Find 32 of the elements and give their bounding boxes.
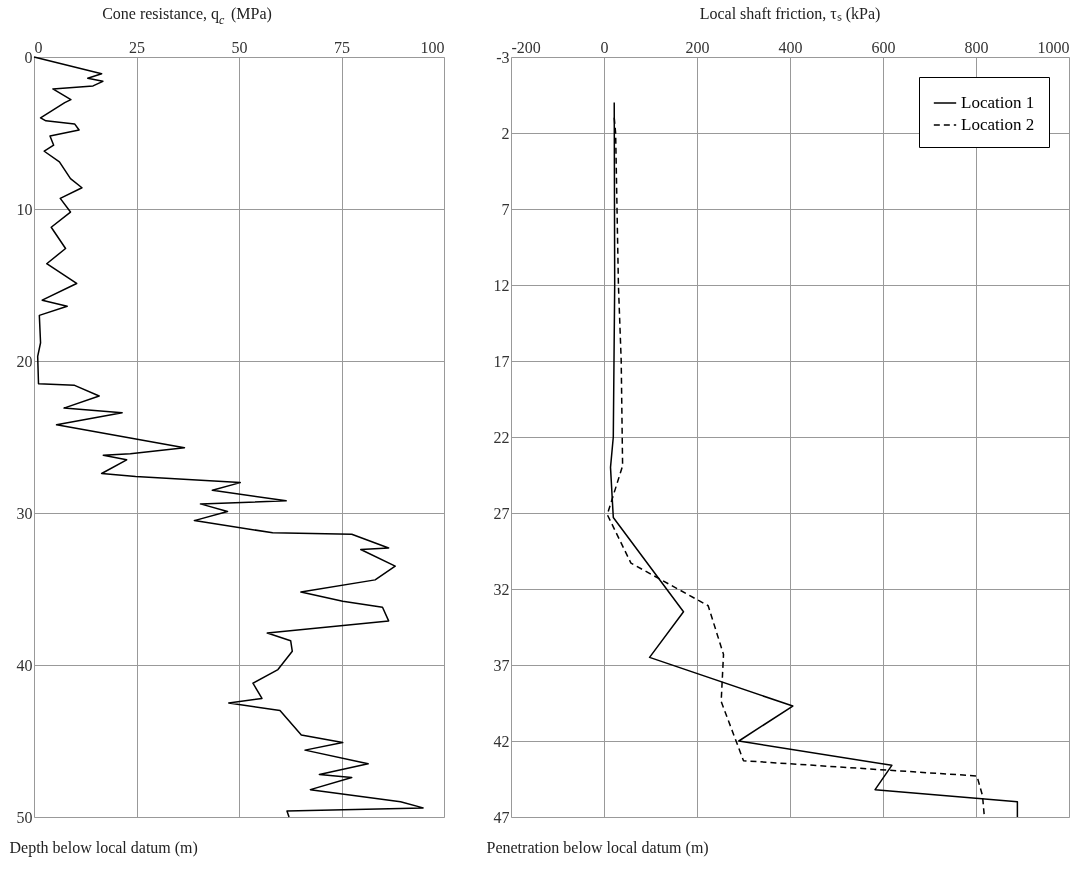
x-tick-label: 600 — [871, 38, 896, 56]
x-tick-label: 800 — [964, 38, 989, 56]
y-axis-title: Depth below local datum (m) — [9, 838, 198, 857]
legend-label: Location 2 — [961, 115, 1035, 134]
y-tick-label: 40 — [16, 656, 33, 674]
x-tick-label: 400 — [778, 38, 803, 56]
y-axis-title: Penetration below local datum (m) — [486, 838, 709, 857]
y-tick-label: 27 — [493, 504, 510, 522]
x-tick-label: 50 — [231, 38, 248, 56]
y-tick-label: 37 — [493, 656, 510, 674]
y-tick-label: 42 — [493, 732, 510, 750]
y-tick-label: 2 — [501, 124, 510, 142]
y-tick-label: 12 — [493, 276, 510, 294]
x-tick-label: 75 — [334, 38, 350, 56]
y-tick-label: 7 — [501, 200, 510, 218]
x-axis-title: Local shaft friction, τₛ (kPa) — [699, 5, 881, 23]
y-tick-label: 32 — [493, 580, 510, 598]
x-tick-label: 100 — [420, 38, 445, 56]
x-tick-label: 1000 — [1037, 38, 1070, 56]
x-tick-label: 25 — [129, 38, 145, 56]
y-tick-label: 30 — [16, 504, 33, 522]
legend-label: Location 1 — [961, 93, 1035, 112]
y-tick-label: 10 — [16, 200, 33, 218]
x-tick-label: 200 — [685, 38, 710, 56]
y-tick-label: 20 — [16, 352, 33, 370]
y-tick-label: 50 — [16, 808, 33, 826]
y-tick-label: 47 — [493, 808, 510, 826]
y-tick-label: 17 — [493, 352, 510, 370]
y-tick-label: 22 — [493, 428, 510, 446]
y-tick-label: -3 — [496, 48, 510, 66]
x-tick-label: 0 — [600, 38, 609, 56]
x-tick-label: -200 — [511, 38, 541, 56]
